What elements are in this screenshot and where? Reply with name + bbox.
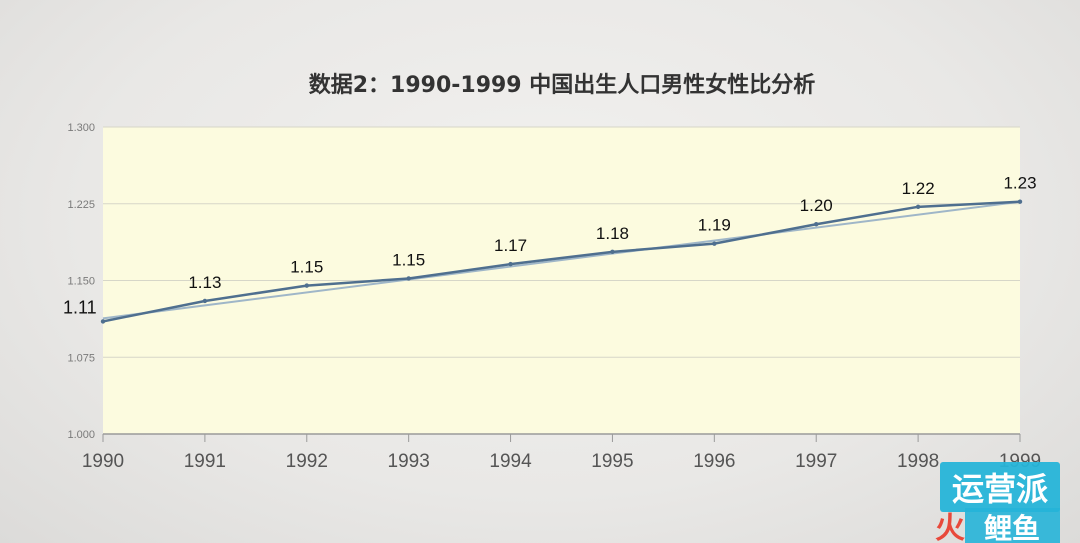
x-tick-label: 1990 [82, 451, 124, 472]
y-tick-label: 1.300 [67, 122, 95, 134]
data-point [508, 261, 513, 267]
data-point [1017, 199, 1023, 204]
chart-title: 数据2：1990-1999 中国出生人口男性女性比分析 [309, 72, 816, 98]
x-tick-label: 1997 [795, 451, 837, 472]
x-axis: 1990 1991 1992 1993 1994 1995 1996 1997 1998 1999 [82, 433, 1041, 472]
y-tick-label: 1.150 [67, 276, 95, 288]
data-point [610, 249, 615, 255]
x-tick-label: 1995 [591, 451, 633, 472]
data-labels: 1.11 1.13 1.15 1.15 1.17 1.18 1.19 1.20 1.22 1.23 [63, 174, 1037, 318]
y-tick-label: 1.000 [67, 429, 95, 441]
y-tick-label: 1.225 [67, 199, 95, 211]
data-point [814, 222, 819, 227]
x-tick-label: 1996 [693, 451, 735, 472]
data-point [406, 276, 411, 281]
x-tick-label: 1992 [286, 451, 328, 472]
watermark-badge [940, 462, 1060, 512]
y-axis: 1.000 1.075 1.150 1.225 1.300 [67, 122, 95, 441]
watermark-badge-lower [965, 508, 1060, 543]
data-point [915, 204, 921, 210]
data-label: 1.23 [1003, 174, 1036, 193]
x-tick-label: 1998 [897, 451, 939, 472]
data-label: 1.18 [596, 224, 629, 243]
data-label: 1.22 [902, 179, 935, 198]
data-label: 1.15 [290, 258, 323, 277]
x-tick-label: 1991 [184, 451, 226, 472]
x-tick-label: 1994 [489, 451, 532, 472]
series-line [100, 199, 1023, 324]
series-line-path [102, 200, 1021, 323]
data-label: 1.19 [698, 216, 731, 235]
y-tick-label: 1.075 [67, 352, 95, 364]
data-label: 1.13 [188, 273, 221, 292]
watermark-logo: 运营派 火 鲤鱼 [935, 462, 1060, 543]
data-label: 1.11 [63, 297, 97, 317]
watermark-line1: 运营派 [952, 470, 1048, 508]
watermark-line3: 鲤鱼 [984, 512, 1040, 543]
data-point [100, 319, 106, 324]
data-label: 1.15 [392, 250, 425, 269]
trendline-path [102, 200, 1021, 320]
data-point [202, 298, 208, 304]
data-point [304, 283, 309, 288]
data-point [712, 241, 717, 246]
x-tick-label: 1993 [388, 451, 430, 472]
watermark-line2: 火 [935, 511, 965, 543]
data-label: 1.17 [494, 236, 527, 255]
trendline [102, 200, 1021, 320]
data-label: 1.20 [800, 196, 833, 215]
